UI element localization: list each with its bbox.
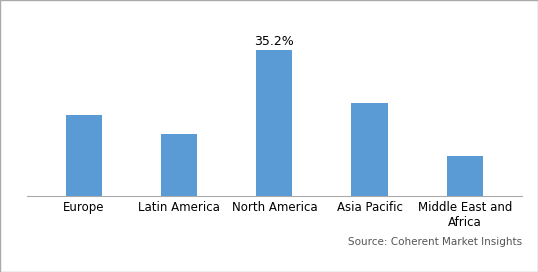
Text: 35.2%: 35.2% bbox=[254, 35, 294, 48]
Bar bbox=[66, 115, 102, 196]
Bar bbox=[447, 156, 483, 196]
Bar bbox=[256, 50, 293, 196]
Bar bbox=[351, 103, 388, 196]
Bar bbox=[161, 134, 197, 196]
Text: Source: Coherent Market Insights: Source: Coherent Market Insights bbox=[348, 237, 522, 247]
